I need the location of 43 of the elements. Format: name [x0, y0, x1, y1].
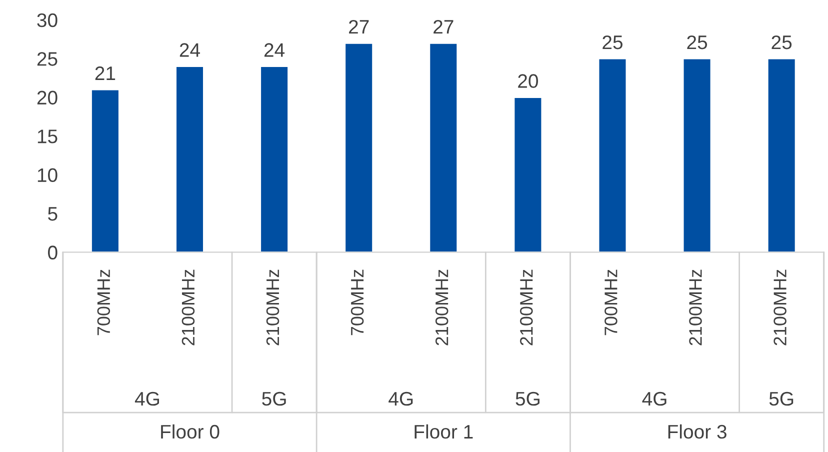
- text: Floor 0: [161, 424, 220, 439]
- text: 4G: [134, 392, 159, 406]
- data-label: 24: [180, 43, 200, 57]
- bar: [344, 42, 374, 252]
- x-tick-label: 700MHz: [604, 270, 618, 336]
- y-tick-label: 25: [37, 52, 58, 66]
- x-tick-label: 700MHz: [97, 270, 110, 336]
- x-tick-label: 2100MHz: [689, 270, 702, 346]
- x-tick-label: 2100MHz: [435, 270, 448, 346]
- data-label: 25: [687, 35, 708, 50]
- bar: [428, 42, 458, 252]
- x-tick-label: 2100MHz: [520, 270, 533, 346]
- data-label: 20: [518, 74, 538, 88]
- y-tick-label: 20: [37, 90, 58, 105]
- data-label: 24: [264, 43, 285, 57]
- y-tick-label: 0: [48, 246, 58, 260]
- bar: [260, 66, 289, 252]
- text: 4G: [388, 392, 413, 406]
- data-label: 25: [772, 35, 792, 50]
- bar: [598, 58, 628, 252]
- x-tick-label: 2100MHz: [774, 270, 786, 346]
- bar: [175, 66, 204, 252]
- text: Floor 1: [414, 424, 473, 439]
- data-label: 21: [95, 66, 116, 80]
- data-label: 27: [349, 20, 369, 34]
- x-tick-label: 2100MHz: [182, 270, 195, 346]
- bar: [682, 58, 712, 252]
- bar: [513, 96, 543, 252]
- y-tick-label: 30: [37, 13, 58, 28]
- text: Floor 3: [668, 424, 726, 439]
- text: 4G: [642, 392, 666, 406]
- y-tick-label: 10: [38, 168, 58, 182]
- y-tick-label: 5: [48, 207, 58, 221]
- bar: [766, 58, 796, 252]
- text: 5G: [262, 392, 286, 406]
- text: 5G: [769, 392, 794, 406]
- data-label: 25: [602, 35, 622, 50]
- data-label: 27: [434, 20, 454, 34]
- x-tick-label: 2100MHz: [266, 270, 280, 346]
- text: 5G: [516, 392, 540, 406]
- x-tick-label: 700MHz: [350, 270, 364, 336]
- bar: [90, 88, 120, 252]
- y-tick-label: 15: [38, 130, 58, 144]
